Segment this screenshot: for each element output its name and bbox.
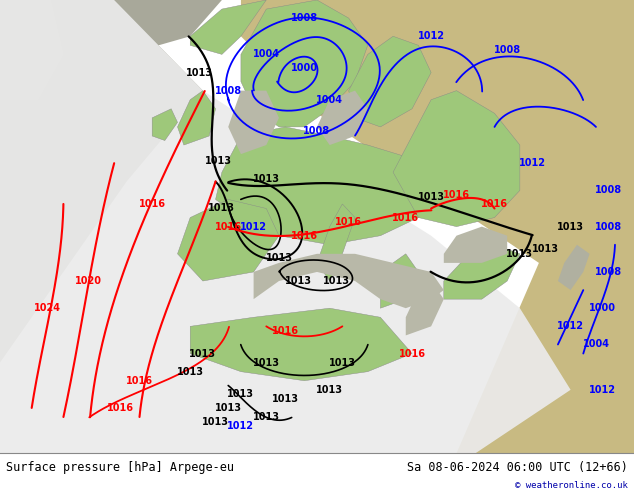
Text: 1008: 1008 — [304, 126, 330, 136]
Text: 1012: 1012 — [557, 321, 584, 331]
Polygon shape — [254, 254, 444, 308]
Text: 1013: 1013 — [253, 174, 280, 184]
Text: 1013: 1013 — [418, 192, 444, 202]
Polygon shape — [152, 109, 178, 141]
Text: 1012: 1012 — [519, 158, 546, 168]
Polygon shape — [317, 204, 355, 281]
Text: 1008: 1008 — [494, 45, 521, 55]
Polygon shape — [317, 91, 368, 145]
Text: Sa 08-06-2024 06:00 UTC (12+66): Sa 08-06-2024 06:00 UTC (12+66) — [407, 461, 628, 474]
Text: 1016: 1016 — [215, 221, 242, 232]
Text: 1016: 1016 — [392, 213, 419, 222]
Polygon shape — [444, 245, 520, 299]
Text: 1008: 1008 — [595, 267, 622, 277]
Text: 1024: 1024 — [34, 303, 61, 313]
Text: 1008: 1008 — [291, 13, 318, 23]
Text: 1013: 1013 — [205, 156, 232, 166]
Text: 1004: 1004 — [583, 340, 609, 349]
Polygon shape — [190, 0, 266, 54]
Text: 1016: 1016 — [399, 348, 425, 359]
Polygon shape — [380, 254, 418, 308]
Text: 1013: 1013 — [272, 394, 299, 404]
Text: 1004: 1004 — [316, 95, 343, 105]
Text: 1016: 1016 — [107, 403, 134, 413]
Polygon shape — [393, 91, 520, 226]
Text: 1012: 1012 — [240, 221, 267, 232]
Text: 1020: 1020 — [75, 276, 102, 286]
Polygon shape — [406, 281, 444, 335]
Polygon shape — [0, 0, 571, 453]
Polygon shape — [558, 245, 590, 290]
Text: 1013: 1013 — [190, 348, 216, 359]
Text: 1000: 1000 — [589, 303, 616, 313]
Polygon shape — [349, 36, 431, 127]
Polygon shape — [0, 0, 203, 453]
Text: 1013: 1013 — [253, 412, 280, 422]
Text: 1013: 1013 — [215, 403, 242, 413]
Text: 1012: 1012 — [589, 385, 616, 395]
Text: 1008: 1008 — [215, 86, 242, 96]
Text: 1016: 1016 — [272, 326, 299, 336]
Text: 1012: 1012 — [228, 421, 254, 431]
Text: 1013: 1013 — [507, 249, 533, 259]
Text: 1013: 1013 — [323, 276, 349, 286]
Text: 1008: 1008 — [595, 185, 622, 196]
Text: 1013: 1013 — [253, 358, 280, 368]
Text: 1016: 1016 — [443, 190, 470, 200]
Text: © weatheronline.co.uk: © weatheronline.co.uk — [515, 481, 628, 490]
Polygon shape — [241, 0, 634, 453]
Polygon shape — [241, 0, 368, 127]
Text: 1012: 1012 — [418, 31, 444, 41]
Text: 1013: 1013 — [557, 221, 584, 232]
Text: 1013: 1013 — [266, 253, 292, 263]
Text: 1016: 1016 — [481, 199, 508, 209]
Text: Surface pressure [hPa] Arpege-eu: Surface pressure [hPa] Arpege-eu — [6, 461, 235, 474]
Polygon shape — [178, 199, 279, 281]
Text: 1013: 1013 — [177, 367, 204, 377]
Text: 1008: 1008 — [595, 221, 622, 232]
Text: 1013: 1013 — [329, 358, 356, 368]
Text: 1016: 1016 — [139, 199, 165, 209]
Polygon shape — [0, 0, 63, 99]
Text: 1013: 1013 — [532, 245, 559, 254]
Text: 1016: 1016 — [126, 376, 153, 386]
Text: 1013: 1013 — [209, 203, 235, 214]
Polygon shape — [216, 127, 431, 245]
Polygon shape — [444, 226, 507, 263]
Polygon shape — [178, 91, 216, 145]
Text: 1000: 1000 — [291, 63, 318, 73]
Text: 1013: 1013 — [202, 416, 229, 426]
Text: 1013: 1013 — [285, 276, 311, 286]
Polygon shape — [228, 91, 279, 154]
Text: 1016: 1016 — [291, 231, 318, 241]
Text: 1013: 1013 — [186, 68, 213, 77]
Polygon shape — [190, 308, 412, 381]
Text: 1013: 1013 — [228, 390, 254, 399]
Text: 1013: 1013 — [316, 385, 343, 395]
Text: 1016: 1016 — [335, 217, 362, 227]
Text: 1004: 1004 — [253, 49, 280, 59]
Polygon shape — [51, 0, 222, 54]
